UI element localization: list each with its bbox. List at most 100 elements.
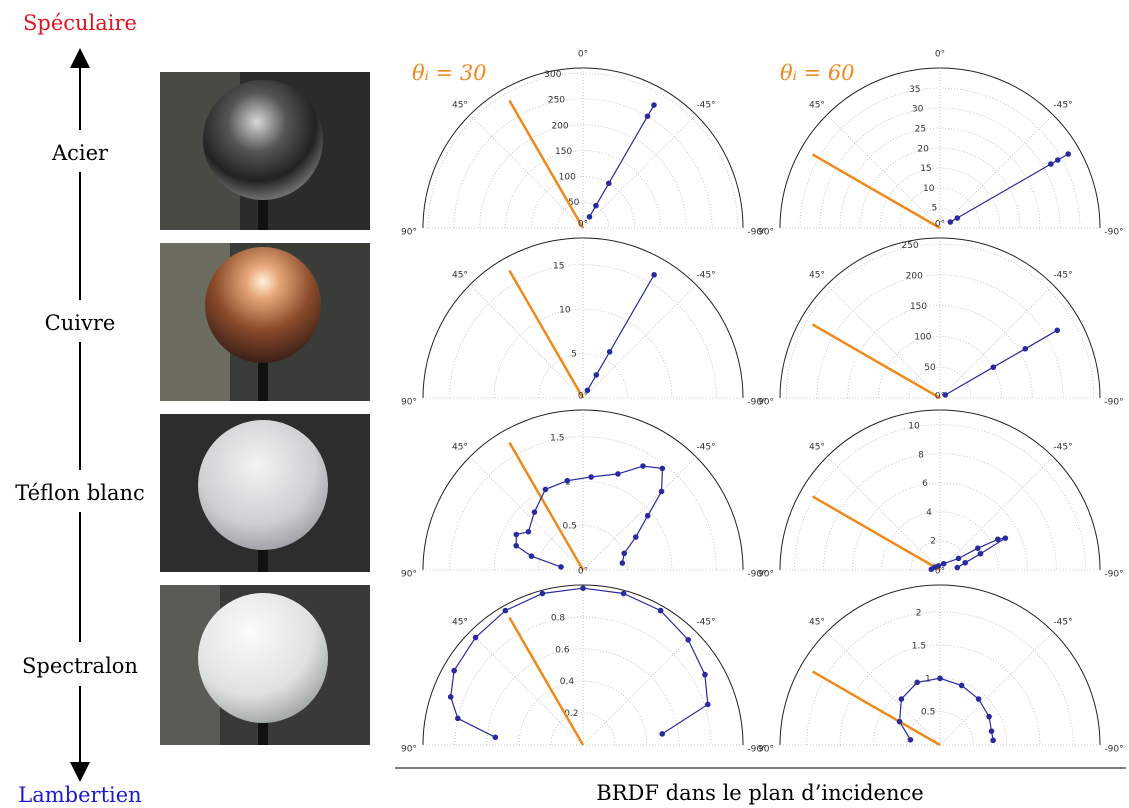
- polar-chart: 5 10 15 20 25 30 35 0° 45° -45° 90° -90°: [758, 50, 1124, 238]
- brdf-point: [640, 463, 646, 469]
- grid-circle: [859, 147, 1021, 229]
- brdf-point: [1054, 157, 1061, 163]
- r-tick-label: 6: [922, 479, 928, 489]
- theta-tick-label: -90°: [747, 745, 766, 755]
- grid-circle: [878, 336, 1002, 399]
- r-tick-label: 10: [908, 421, 920, 431]
- r-tick-label: 300: [544, 70, 561, 80]
- r-tick-label: 0.8: [551, 614, 566, 624]
- material-label: Téflon blanc: [15, 481, 145, 505]
- brdf-point: [580, 585, 586, 591]
- grid-circle: [453, 98, 713, 229]
- brdf-line: [945, 329, 1058, 396]
- grid-circle: [794, 424, 1086, 571]
- brdf-point: [702, 671, 708, 678]
- incident-ray: [811, 495, 941, 572]
- polar-chart: 50 100 150 200 250 300 0° 45° -45° 90° -90°: [401, 50, 767, 238]
- brdf-point: [451, 667, 457, 674]
- grid-ray: [939, 456, 1054, 571]
- brdf-point: [454, 715, 461, 722]
- grid-circle: [910, 540, 970, 571]
- photo: [160, 585, 370, 745]
- grid-ray: [582, 114, 697, 229]
- brdf-point: [644, 113, 651, 120]
- theta-tick-label: 45°: [452, 100, 468, 110]
- brdf-point: [947, 219, 954, 225]
- brdf-point: [593, 372, 600, 378]
- brdf-point: [962, 559, 968, 566]
- grid-circle: [556, 201, 610, 229]
- brdf-point: [586, 214, 593, 220]
- r-tick-label: 10: [923, 184, 935, 194]
- theta-tick-label: 45°: [809, 617, 825, 627]
- theta-tick-label: 45°: [809, 270, 825, 280]
- brdf-point: [513, 542, 519, 549]
- theta-tick-label: 0°: [935, 567, 945, 577]
- theta-tick-label: -45°: [696, 100, 715, 110]
- brdf-point: [975, 696, 982, 702]
- brdf-point: [914, 679, 920, 686]
- polar-chart: 0.5 1 1.5 2 0° 45° -45° 90° -90°: [758, 567, 1124, 755]
- brdf-point: [1054, 327, 1061, 334]
- grid-ray: [939, 114, 1054, 229]
- brdf-point: [955, 555, 962, 562]
- polar-chart: 2 4 6 8 10 0° 45° -45° 90° -90°: [758, 392, 1124, 580]
- theta-tick-label: -90°: [1104, 570, 1123, 580]
- grid-circle: [799, 87, 1081, 229]
- grid-ray: [582, 284, 697, 399]
- brdf-line: [586, 274, 655, 391]
- theta-tick-label: -45°: [1053, 270, 1072, 280]
- photo: [160, 72, 370, 230]
- brdf-point: [620, 590, 627, 597]
- grid-circle: [806, 611, 1074, 746]
- theta-tick-label: 90°: [401, 398, 417, 408]
- incident-ray: [508, 269, 585, 399]
- theta-tick-label: 0°: [578, 567, 588, 577]
- r-tick-label: 0.4: [560, 677, 575, 687]
- theta-tick-label: 45°: [452, 270, 468, 280]
- brdf-point: [1022, 345, 1029, 352]
- theta-tick-label: 45°: [452, 442, 468, 452]
- brdf-point: [659, 465, 666, 472]
- brdf-point: [525, 528, 532, 535]
- grid-circle: [449, 436, 717, 571]
- brdf-point: [954, 215, 961, 221]
- brdf-point: [1002, 535, 1009, 541]
- theta-tick-label: 0°: [935, 392, 945, 402]
- r-tick-label: 200: [906, 272, 923, 282]
- brdf-point: [907, 736, 914, 743]
- column-title: θᵢ = 60: [780, 61, 855, 85]
- theta-tick-label: 0°: [935, 220, 945, 230]
- r-tick-label: 50: [924, 363, 936, 373]
- r-tick-label: 100: [914, 333, 931, 343]
- r-tick-label: 1: [925, 674, 931, 684]
- brdf-point: [990, 364, 997, 371]
- polar-chart: 0.511.50°45°-45°90°-90°: [401, 392, 767, 580]
- brdf-point: [621, 550, 628, 557]
- r-tick-label: 20: [917, 144, 929, 154]
- theta-tick-label: 45°: [809, 442, 825, 452]
- grid-circle: [530, 175, 636, 229]
- grid-circle: [823, 454, 1057, 571]
- grid-circle: [899, 187, 981, 229]
- r-tick-label: 25: [915, 124, 926, 134]
- r-tick-label: 2: [916, 608, 922, 618]
- brdf-point: [685, 636, 692, 643]
- r-tick-label: 8: [918, 450, 924, 460]
- brdf-point: [472, 634, 479, 641]
- theta-tick-label: -90°: [1104, 228, 1123, 238]
- brdf-point: [896, 718, 903, 725]
- brdf-point: [606, 180, 612, 187]
- theta-tick-label: -45°: [696, 270, 715, 280]
- brdf-point: [942, 392, 949, 398]
- brdf-line: [898, 677, 994, 741]
- r-tick-label: 10: [559, 305, 571, 315]
- r-tick-label: 0.5: [921, 707, 935, 717]
- grid-circle: [785, 243, 1095, 399]
- r-tick-label: 35: [909, 85, 920, 95]
- brdf-line: [588, 104, 655, 218]
- brdf-point: [940, 560, 947, 567]
- brdf-point: [513, 531, 520, 538]
- grid-circle: [538, 353, 628, 399]
- brdf-point: [658, 488, 665, 495]
